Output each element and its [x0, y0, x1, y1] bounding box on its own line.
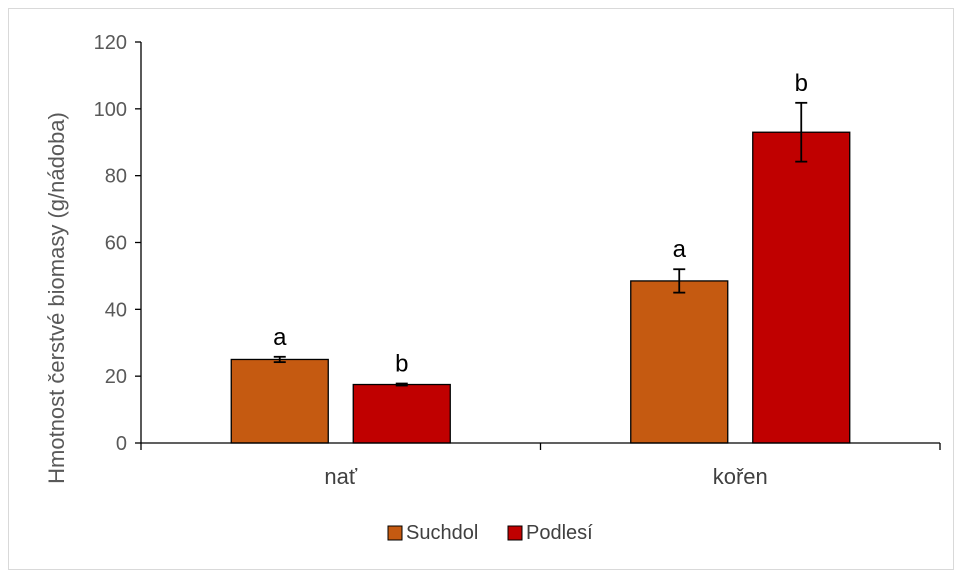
y-axis-title: Hmotnost čerstvé biomasy (g/nádoba): [44, 112, 69, 484]
x-axis: [140, 442, 941, 450]
category-label: nať: [324, 464, 357, 489]
category-labels-group: nať kořen: [324, 464, 767, 489]
bar-suchdol-0: [230, 358, 329, 444]
bar-suchdol-1: [630, 280, 729, 444]
legend-swatch: [387, 525, 403, 541]
y-tick-label: 20: [105, 366, 127, 388]
legend: Suchdol Podlesí: [387, 522, 593, 544]
y-tick-label: 100: [94, 99, 127, 121]
significance-label: a: [273, 324, 287, 351]
significance-label: b: [795, 70, 808, 97]
y-tick-label: 80: [105, 166, 127, 188]
legend-swatch: [507, 525, 523, 541]
legend-label: Suchdol: [406, 522, 478, 544]
y-tick-label: 120: [94, 32, 127, 54]
y-tick-label: 60: [105, 233, 127, 255]
legend-label: Podlesí: [526, 522, 593, 544]
y-tick-label: 40: [105, 299, 127, 321]
bar-podlesí-0: [352, 383, 451, 444]
significance-labels-group: a b a b: [273, 70, 808, 378]
significance-label: a: [673, 236, 687, 263]
y-tick-label: 0: [116, 433, 127, 455]
category-label: kořen: [713, 464, 768, 489]
error-bars-group: [273, 101, 808, 387]
y-axis: 0 20 40 60 80 100 120: [94, 32, 142, 455]
significance-label: b: [395, 351, 408, 378]
bar-podlesí-1: [752, 131, 851, 444]
bars-group: [230, 131, 851, 444]
